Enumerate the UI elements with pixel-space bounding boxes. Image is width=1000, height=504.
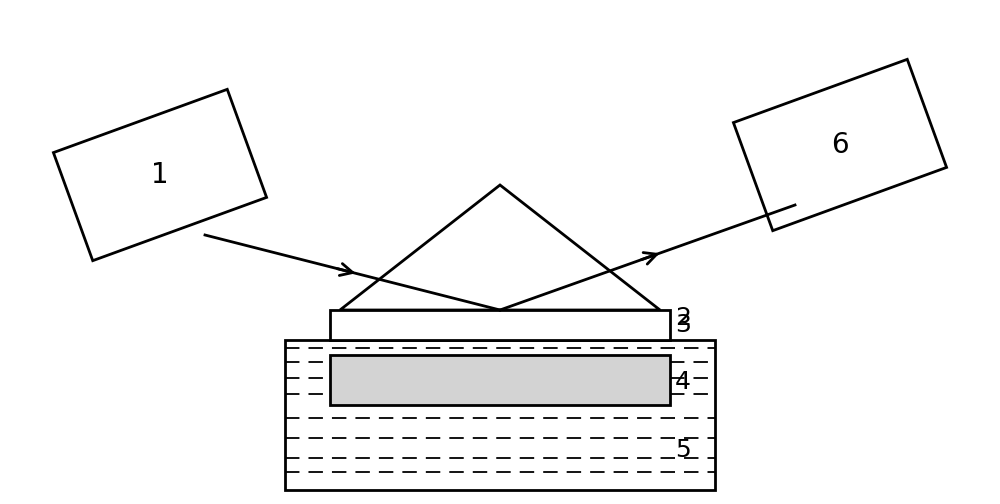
Bar xyxy=(285,340,715,490)
Polygon shape xyxy=(53,89,267,261)
Polygon shape xyxy=(733,59,947,231)
Polygon shape xyxy=(340,185,660,310)
Text: 1: 1 xyxy=(151,161,169,189)
Text: 4: 4 xyxy=(675,370,691,394)
Text: 3: 3 xyxy=(675,313,691,337)
Bar xyxy=(330,355,670,405)
Bar xyxy=(330,310,670,340)
Text: 2: 2 xyxy=(675,306,691,330)
Text: 6: 6 xyxy=(831,131,849,159)
Text: 5: 5 xyxy=(675,438,691,462)
